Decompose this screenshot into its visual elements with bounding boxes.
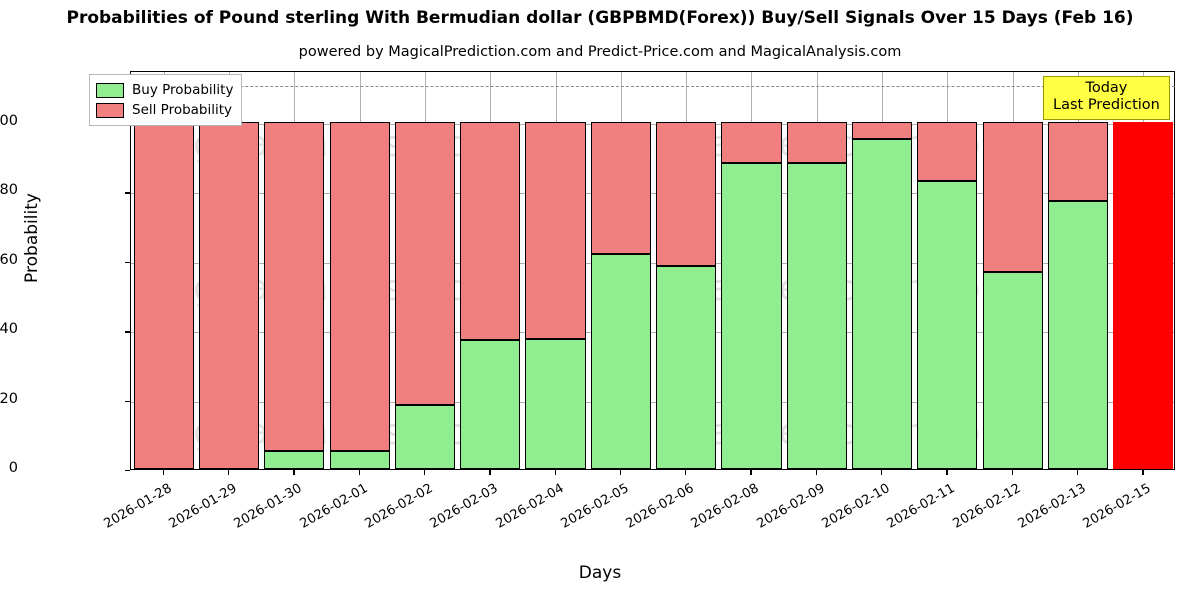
x-tick-mark-2026-01-30: [293, 470, 295, 475]
bar-segment-buy: [852, 139, 913, 469]
y-tick-label-80: 80: [0, 182, 18, 199]
bar-2026-02-06[interactable]: [656, 72, 717, 469]
legend-swatch-sell-icon: [96, 102, 124, 118]
y-tick-mark-20: [125, 400, 130, 402]
y-axis-label: Probability: [22, 193, 42, 283]
legend-label-buy: Buy Probability: [132, 82, 234, 98]
legend-item-sell: Sell Probability: [96, 100, 233, 120]
y-tick-label-0: 0: [8, 460, 18, 476]
bar-2026-02-08[interactable]: [721, 72, 782, 469]
y-tick-mark-0: [125, 470, 130, 472]
y-tick-mark-40: [125, 331, 130, 333]
bar-segment-sell: [264, 122, 325, 451]
bar-segment-buy: [394, 404, 455, 469]
x-tick-mark-2026-02-13: [1077, 470, 1079, 475]
bar-segment-sell: [656, 122, 717, 267]
bar-segment-buy: [590, 253, 651, 469]
chart-subtitle: powered by MagicalPrediction.com and Pre…: [298, 44, 902, 60]
bar-segment-buy: [721, 162, 782, 469]
bar-2026-02-10[interactable]: [852, 72, 913, 469]
gridline-y-40: [131, 332, 1174, 334]
chart-title: Probabilities of Pound sterling With Ber…: [66, 8, 1134, 28]
gridline-y-100: [131, 124, 1174, 126]
y-tick-label-60: 60: [0, 251, 18, 268]
gridline-y-20: [131, 401, 1174, 403]
bar-2026-02-05[interactable]: [590, 72, 651, 469]
x-tick-mark-2026-02-01: [358, 470, 360, 475]
y-tick-label-100: 100: [0, 113, 18, 130]
legend-label-sell: Sell Probability: [132, 102, 233, 118]
plot-area: MagicalAnalysis.comMagicalAnalysis.comMa…: [130, 71, 1175, 470]
today-annotation-line1: Today: [1085, 80, 1128, 96]
y-tick-label-20: 20: [0, 390, 18, 407]
bar-segment-buy: [460, 339, 521, 469]
bar-segment-sell: [721, 122, 782, 163]
x-tick-mark-2026-02-10: [881, 470, 883, 475]
x-tick-mark-2026-01-29: [227, 470, 230, 475]
bar-2026-02-13[interactable]: [1047, 72, 1109, 469]
x-tick-mark-2026-02-12: [1011, 470, 1014, 475]
bar-2026-01-29[interactable]: [198, 72, 259, 469]
bar-segment-buy: [917, 181, 978, 469]
ceiling-dashed-line: [130, 86, 1175, 87]
bar-segment-sell: [786, 122, 847, 163]
x-tick-mark-2026-02-15: [1142, 470, 1144, 475]
bar-segment-sell: [982, 122, 1043, 272]
today-annotation: Today Last Prediction: [1043, 76, 1170, 121]
bar-segment-sell: [394, 122, 455, 405]
bar-segment-buy: [786, 162, 847, 469]
x-tick-mark-2026-02-05: [619, 470, 622, 475]
bar-segment-buy: [264, 450, 325, 469]
legend-swatch-buy-icon: [96, 82, 124, 98]
bar-2026-02-09[interactable]: [786, 72, 847, 469]
y-tick-mark-60: [125, 261, 130, 264]
bar-segment-sell: [525, 122, 586, 339]
bar-2026-02-02[interactable]: [394, 72, 455, 469]
bar-segment-today: [1113, 122, 1174, 469]
gridline-y-60: [131, 262, 1174, 264]
bar-2026-01-30[interactable]: [264, 72, 325, 469]
x-tick-mark-2026-02-09: [815, 470, 818, 475]
x-tick-mark-2026-02-02: [423, 470, 426, 475]
x-tick-mark-2026-01-28: [162, 470, 164, 475]
gridline-y-80: [131, 193, 1174, 195]
bar-segment-sell: [460, 122, 521, 340]
chart-legend: Buy Probability Sell Probability: [89, 74, 243, 126]
bar-segment-buy: [1047, 200, 1109, 469]
bar-segment-sell: [133, 122, 194, 469]
bar-segment-sell: [198, 122, 259, 469]
bar-segment-buy: [656, 266, 717, 469]
bar-2026-02-15[interactable]: [1113, 72, 1174, 469]
today-annotation-line2: Last Prediction: [1053, 97, 1160, 114]
bar-segment-sell: [852, 122, 913, 140]
bar-segment-buy: [525, 338, 586, 469]
x-tick-mark-2026-02-08: [750, 470, 752, 475]
bar-segment-sell: [590, 122, 651, 254]
bar-2026-01-28[interactable]: [133, 72, 194, 469]
bar-2026-02-12[interactable]: [982, 72, 1043, 469]
y-tick-label-40: 40: [0, 321, 18, 338]
x-tick-mark-2026-02-11: [946, 470, 948, 475]
bar-2026-02-01[interactable]: [329, 72, 390, 469]
legend-item-buy: Buy Probability: [96, 80, 233, 100]
x-tick-mark-2026-02-06: [685, 470, 687, 475]
x-axis-label: Days: [578, 563, 622, 583]
bar-2026-02-04[interactable]: [525, 72, 586, 469]
bar-segment-sell: [329, 122, 390, 451]
bar-segment-buy: [982, 271, 1043, 469]
bar-segment-buy: [329, 450, 390, 469]
bar-2026-02-11[interactable]: [917, 72, 978, 469]
y-tick-mark-80: [125, 192, 130, 194]
x-tick-mark-2026-02-03: [489, 470, 491, 475]
bar-2026-02-03[interactable]: [460, 72, 521, 469]
x-tick-mark-2026-02-04: [554, 470, 556, 475]
bar-segment-sell: [917, 122, 978, 182]
bar-segment-sell: [1047, 122, 1109, 201]
